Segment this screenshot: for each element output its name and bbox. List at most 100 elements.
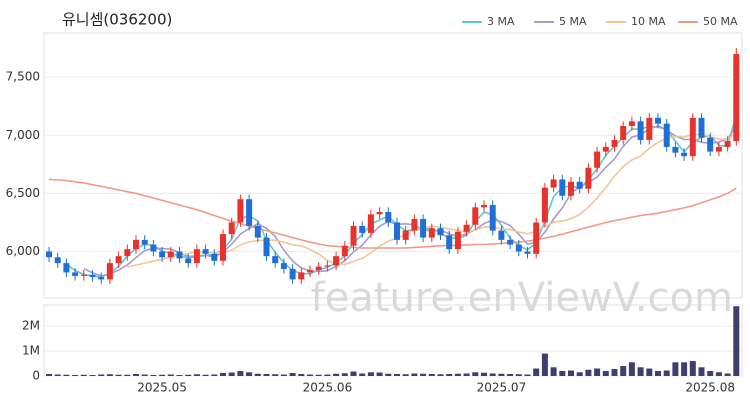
volume-bar — [446, 374, 453, 376]
candle-body — [272, 256, 279, 264]
candle-body — [89, 274, 96, 278]
candle-body — [576, 181, 583, 189]
volume-bar — [98, 374, 105, 376]
volume-bar — [141, 374, 148, 376]
y-tick-label: 7,000 — [6, 128, 40, 142]
volume-bar — [620, 366, 627, 376]
candle-body — [698, 117, 705, 138]
volume-bar — [498, 373, 505, 376]
candle-body — [124, 249, 131, 257]
volume-bar — [672, 362, 679, 376]
candle-body — [411, 218, 418, 231]
volume-bar — [150, 375, 157, 376]
volume-bar — [211, 374, 218, 376]
candle-body — [394, 222, 400, 240]
legend-label: 50 MA — [703, 15, 738, 28]
x-tick-label: 2025.06 — [303, 381, 353, 395]
candle-body — [724, 141, 731, 147]
volume-bar — [602, 371, 609, 376]
legend-label: 5 MA — [559, 15, 587, 28]
volume-bar — [481, 372, 487, 376]
candle-body — [237, 199, 244, 223]
candle-body — [341, 245, 348, 257]
volume-bar — [159, 374, 166, 376]
volume-bar — [359, 373, 366, 376]
x-tick-label: 2025.05 — [137, 381, 187, 395]
candle-body — [63, 263, 70, 273]
y-tick-label: 6,500 — [6, 186, 40, 200]
watermark: feature.enViewV.com — [311, 275, 733, 321]
candle-body — [681, 152, 688, 157]
volume-bar — [80, 374, 87, 376]
volume-bar — [220, 373, 226, 376]
volume-bar — [637, 367, 644, 376]
y-tick-label: 2M — [22, 319, 40, 333]
volume-bar — [237, 371, 244, 376]
ma-line — [48, 178, 737, 249]
candle-body — [167, 251, 174, 258]
y-tick-label: 1M — [22, 344, 40, 358]
volume-bar — [307, 374, 313, 376]
candle-body — [655, 117, 661, 124]
volume-bar — [733, 306, 740, 376]
volume-bar — [437, 374, 444, 376]
candle-body — [515, 244, 522, 252]
candle-body — [707, 137, 714, 152]
candle-body — [594, 151, 601, 168]
volume-bar — [63, 374, 70, 376]
volume-bar — [489, 373, 496, 376]
volume-bar — [193, 374, 200, 376]
ma-line — [83, 124, 737, 277]
candle-body — [246, 199, 253, 226]
candle-body — [533, 222, 540, 254]
y-tick-label: 7,500 — [6, 70, 40, 84]
volume-bar — [167, 374, 174, 376]
y-tick-label: 6,000 — [6, 244, 40, 258]
candle-body — [663, 123, 670, 147]
volume-bar — [568, 370, 574, 376]
price-pane — [43, 32, 743, 299]
volume-bar — [411, 373, 418, 376]
volume-bar — [133, 374, 139, 376]
candle-body — [333, 256, 340, 266]
volume-bar — [611, 369, 618, 376]
volume-bar — [272, 374, 279, 376]
candle-body — [228, 222, 235, 235]
candle-body — [350, 225, 357, 246]
volume-bar — [394, 374, 400, 376]
candle-body — [498, 230, 505, 240]
candle-body — [472, 207, 479, 225]
candle-body — [559, 179, 566, 196]
volume-bar — [689, 361, 696, 376]
volume-bar — [585, 369, 592, 376]
candle-body — [428, 228, 435, 238]
candle-body — [602, 146, 609, 152]
candle-body — [72, 272, 79, 276]
candle-body — [620, 125, 627, 140]
volume-bar — [115, 374, 122, 376]
y-tick-label: 0 — [32, 369, 40, 383]
candle-body — [298, 272, 305, 280]
volume-bar — [420, 373, 427, 376]
volume-bar — [507, 374, 514, 376]
volume-bar — [376, 372, 383, 376]
volume-bar — [576, 372, 583, 376]
volume-bar — [254, 373, 261, 376]
candle-body — [54, 257, 61, 264]
volume-bar — [106, 374, 113, 376]
volume-bar — [663, 370, 670, 376]
candle-body — [454, 231, 461, 250]
legend-label: 3 MA — [487, 15, 515, 28]
candle-body — [689, 117, 696, 157]
legend-label: 10 MA — [631, 15, 666, 28]
candle-body — [150, 244, 157, 252]
volume-bar — [428, 374, 435, 376]
candle-body — [385, 211, 392, 223]
candle-body — [263, 237, 270, 257]
x-tick-label: 2025.07 — [477, 381, 527, 395]
volume-bar — [54, 374, 61, 376]
volume-bar — [367, 372, 374, 376]
volume-bar — [324, 374, 331, 376]
volume-bar — [315, 374, 322, 376]
volume-bar — [124, 374, 131, 376]
